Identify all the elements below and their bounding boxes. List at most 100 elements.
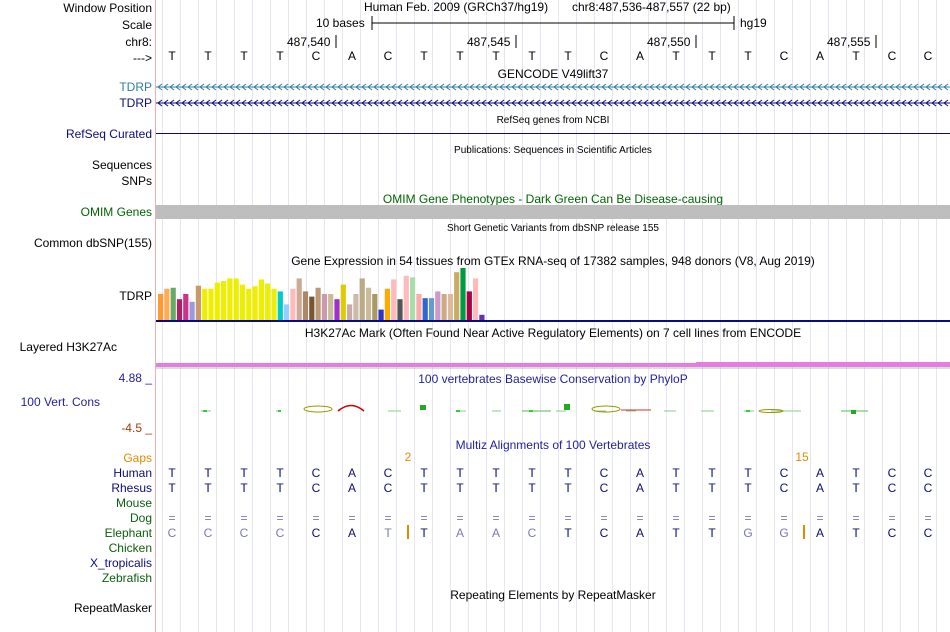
- strand-chevron: [427, 83, 433, 91]
- species-label-mouse[interactable]: Mouse: [115, 496, 152, 510]
- base: C: [311, 481, 321, 495]
- strand-chevron: [817, 83, 823, 91]
- species-label-chicken[interactable]: Chicken: [108, 541, 152, 555]
- base: T: [564, 526, 572, 540]
- phylop-min-label: -4.5 _: [121, 421, 152, 435]
- strand-chevron: [913, 83, 919, 91]
- base: T: [852, 466, 860, 480]
- strand-chevron: [739, 83, 745, 91]
- track-label-gencode-2[interactable]: TDRP: [119, 96, 152, 110]
- species-label-zebrafish[interactable]: Zebrafish: [101, 571, 152, 585]
- strand-chevron: [835, 99, 841, 107]
- species-label-x-tropicalis[interactable]: X_tropicalis: [89, 556, 152, 570]
- base: T: [672, 526, 680, 540]
- strand-chevron: [799, 83, 805, 91]
- species-label-dog[interactable]: Dog: [129, 511, 152, 525]
- base: A: [635, 49, 644, 63]
- gtex-tissue-bar: [340, 284, 346, 320]
- strand-chevron: [673, 99, 679, 107]
- track-label-sequences[interactable]: Sequences: [91, 158, 152, 172]
- track-label-gtex[interactable]: TDRP: [119, 289, 152, 303]
- base: =: [492, 511, 500, 525]
- strand-chevron: [253, 99, 259, 107]
- base: =: [852, 511, 860, 525]
- strand-chevron: [721, 83, 727, 91]
- strand-chevron: [721, 99, 727, 107]
- strand-chevron: [487, 99, 493, 107]
- strand-chevron: [241, 99, 247, 107]
- gtex-tissue-bar: [208, 288, 214, 320]
- base: T: [528, 466, 536, 480]
- track-label-gencode-1[interactable]: TDRP: [119, 80, 152, 94]
- strand-chevron: [715, 99, 721, 107]
- track-label-dbsnp[interactable]: Common dbSNP(155): [33, 236, 152, 250]
- gtex-tissue-bar: [384, 288, 390, 320]
- h3k27ac-layer-2: [696, 362, 950, 367]
- track-label-snps[interactable]: SNPs: [121, 174, 152, 188]
- base: T: [672, 481, 680, 495]
- omim-phenotype-bar[interactable]: [156, 205, 950, 219]
- strand-chevron: [547, 99, 553, 107]
- strand-chevron: [211, 83, 217, 91]
- strand-chevron: [805, 83, 811, 91]
- scale-ruler: [335, 16, 877, 48]
- species-label-human[interactable]: Human: [113, 466, 152, 480]
- refseq-intron-line[interactable]: [156, 133, 950, 134]
- base: T: [852, 481, 860, 495]
- base: C: [923, 466, 933, 480]
- gencode-gene-models[interactable]: [156, 80, 950, 110]
- strand-chevron: [823, 99, 829, 107]
- gtex-tissue-bar: [334, 299, 340, 320]
- gridline: [522, 0, 523, 632]
- strand-chevron: [451, 99, 457, 107]
- strand-chevron: [241, 83, 247, 91]
- species-label-elephant[interactable]: Elephant: [104, 526, 152, 540]
- base: A: [455, 526, 464, 540]
- strand-chevron: [559, 83, 565, 91]
- gtex-expression-chart[interactable]: [156, 266, 950, 324]
- strand-chevron: [871, 83, 877, 91]
- base: T: [168, 49, 176, 63]
- strand-chevron: [769, 99, 775, 107]
- base: T: [744, 481, 752, 495]
- species-label-rhesus[interactable]: Rhesus: [111, 481, 152, 495]
- base: C: [527, 526, 537, 540]
- strand-chevron: [493, 99, 499, 107]
- strand-chevron: [445, 83, 451, 91]
- strand-chevron: [529, 99, 535, 107]
- track-label-gaps[interactable]: Gaps: [123, 451, 152, 465]
- gridline: [396, 0, 397, 632]
- strand-chevron: [343, 99, 349, 107]
- strand-chevron: [877, 83, 883, 91]
- base: A: [815, 526, 824, 540]
- track-label-phylop[interactable]: 100 Vert. Cons: [20, 395, 100, 409]
- track-label-refseq[interactable]: RefSeq Curated: [65, 127, 152, 141]
- strand-chevron: [943, 99, 949, 107]
- gridline: [828, 0, 829, 632]
- strand-chevron: [757, 83, 763, 91]
- strand-chevron: [463, 99, 469, 107]
- strand-chevron: [517, 83, 523, 91]
- strand-chevron: [553, 99, 559, 107]
- publications-title: Publications: Sequences in Scientific Ar…: [454, 145, 652, 156]
- base: T: [204, 466, 212, 480]
- strand-chevron: [193, 83, 199, 91]
- track-label-h3k27ac[interactable]: Layered H3K27Ac: [19, 340, 117, 354]
- base: G: [779, 526, 789, 540]
- strand-chevron: [373, 99, 379, 107]
- track-image[interactable]: Human Feb. 2009 (GRCh37/hg19) chr8:487,5…: [156, 0, 950, 632]
- strand-chevron: [661, 83, 667, 91]
- position-text: chr8:487,536-487,557 (22 bp): [572, 0, 731, 14]
- phylop-conservation[interactable]: [156, 380, 950, 440]
- track-label-repeatmasker[interactable]: RepeatMasker: [73, 601, 152, 615]
- strand-chevron: [631, 99, 637, 107]
- strand-chevron: [613, 99, 619, 107]
- gridline: [792, 0, 793, 632]
- strand-chevron: [253, 83, 259, 91]
- gridline: [846, 0, 847, 632]
- multiz-title: Multiz Alignments of 100 Vertebrates: [455, 438, 651, 452]
- gtex-tissue-bar: [428, 298, 435, 320]
- track-label-omim[interactable]: OMIM Genes: [80, 205, 152, 219]
- h3k27ac-signal[interactable]: [156, 358, 950, 372]
- strand-chevron: [835, 83, 841, 91]
